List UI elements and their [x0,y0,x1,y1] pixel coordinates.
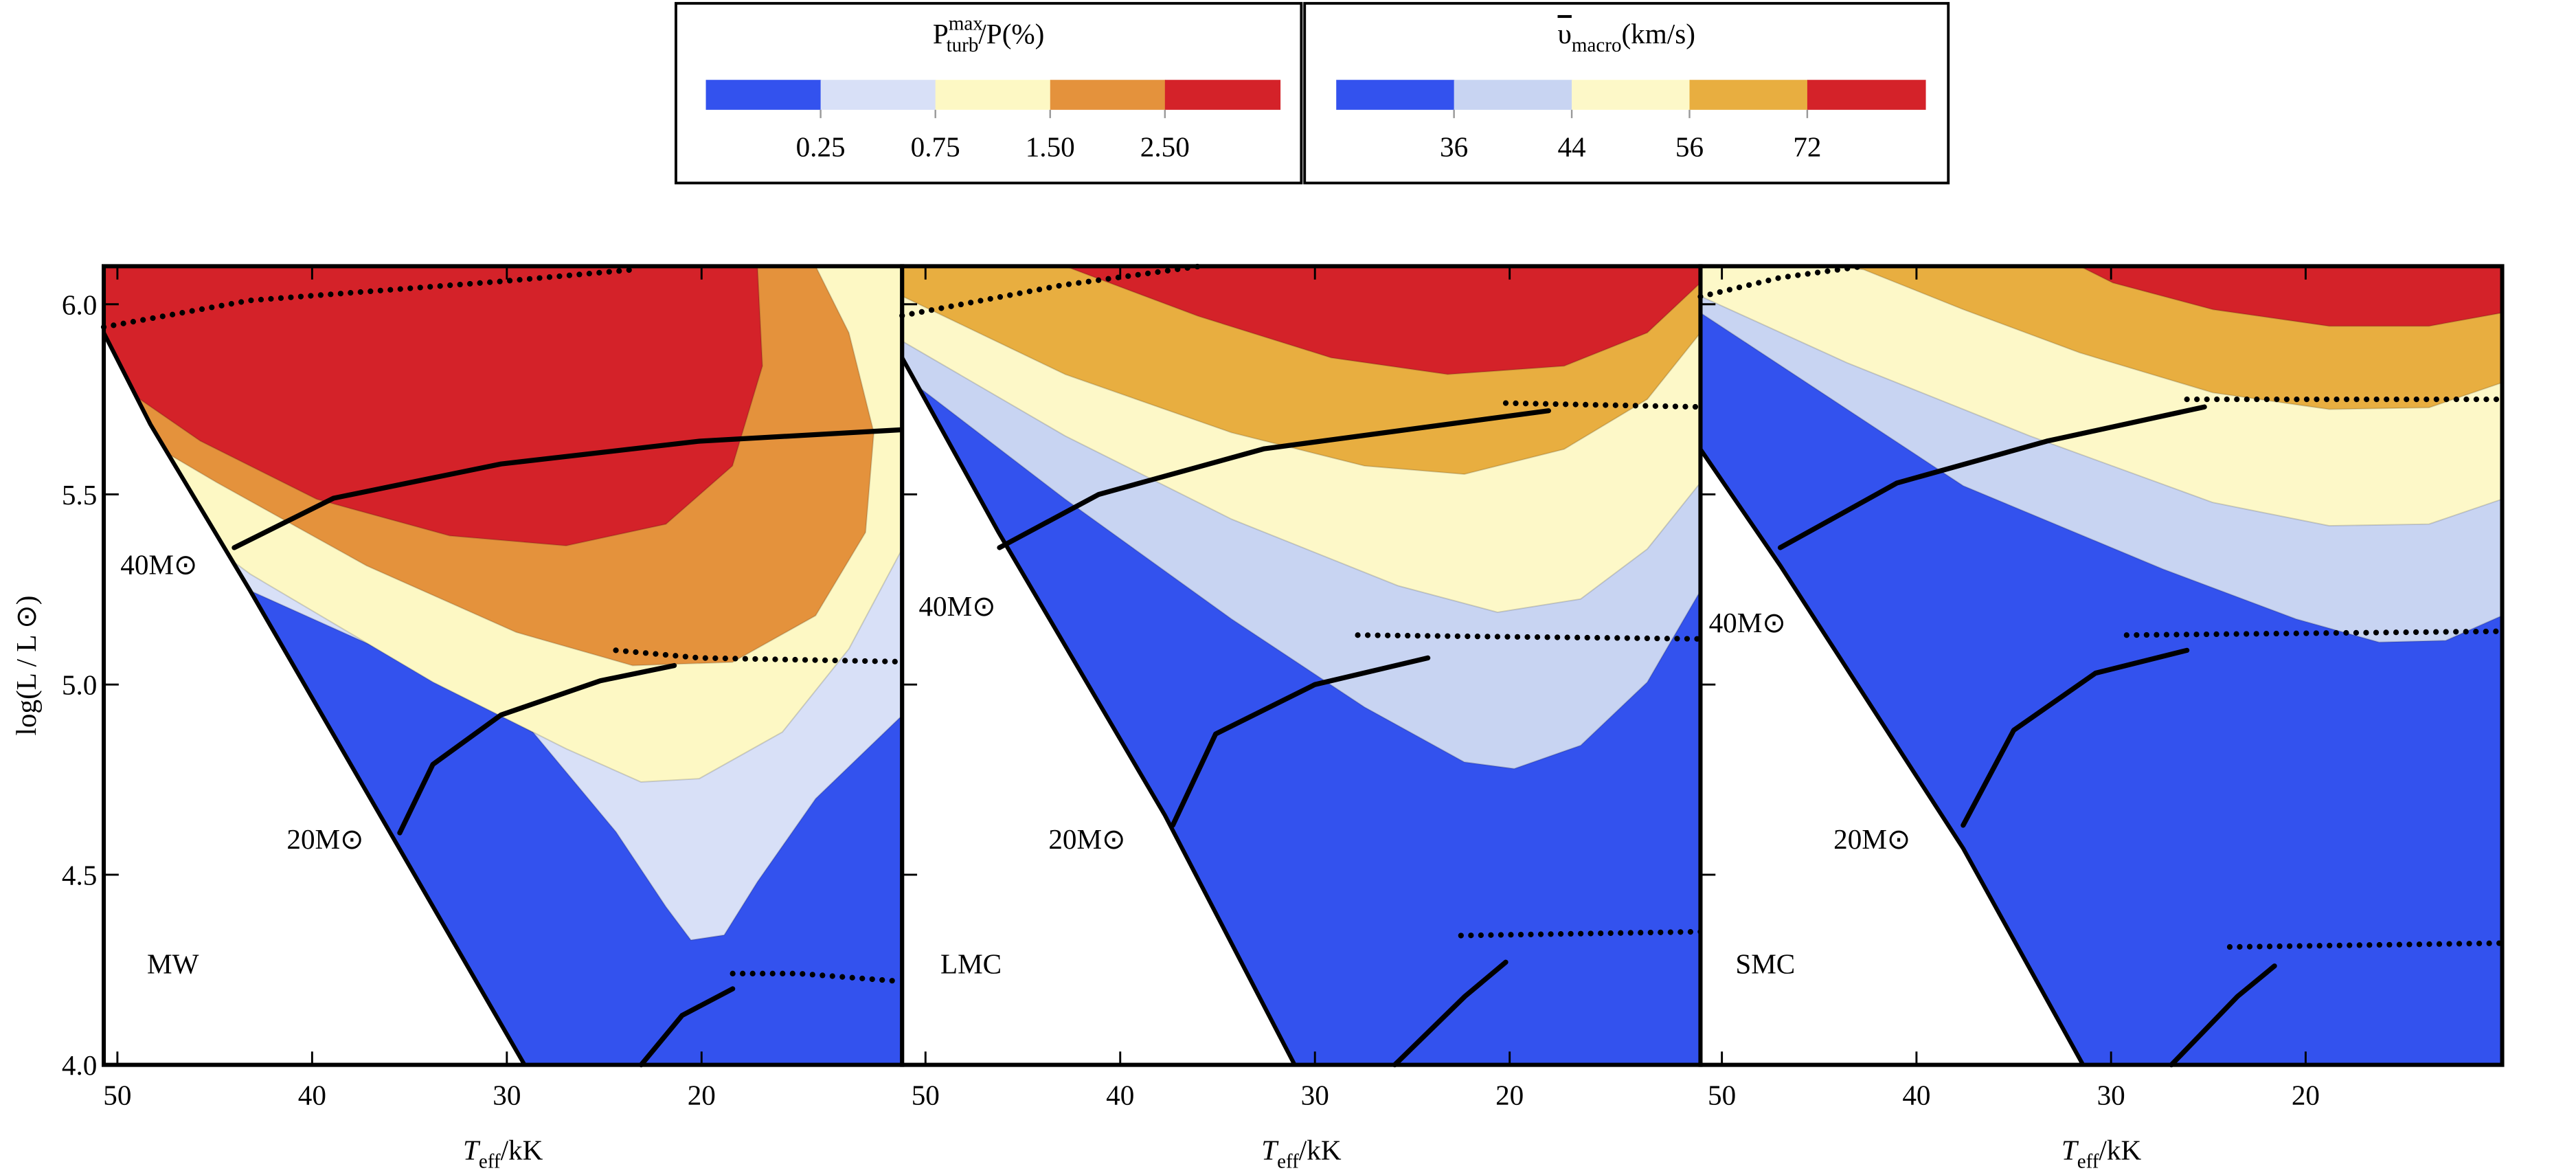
y-tick-label: 5.0 [62,669,97,701]
x-tick-label: 20 [688,1080,716,1111]
colorbar-swatch [1164,80,1281,110]
colorbar-tick-label: 0.75 [911,131,960,163]
annotation: SMC [1735,948,1795,979]
axis-label: Pmax turb/P(%) [933,13,1044,56]
zams-region [104,333,525,1065]
evolution-track [638,986,736,1068]
annotation: MW [147,948,199,979]
x-tick-label: 20 [1495,1080,1524,1111]
y-tick-label: 4.5 [62,859,97,891]
x-tick-label: 30 [493,1080,521,1111]
colorbar-swatch [1454,80,1573,110]
axis-label: Teff/kK [1261,1135,1342,1173]
evolution-track [1458,928,1704,939]
contour-band [103,265,763,547]
zams-line [1698,448,2086,1066]
label-rest: /kK [1299,1135,1342,1166]
y-tick-label: 6.0 [62,289,97,320]
evolution-track [1697,263,1867,300]
colorbar-swatch [1050,80,1166,110]
axis-label: υmacro(km/s) [1558,18,1695,56]
colorbar-swatch [1336,80,1455,110]
evolution-track [1777,404,2207,550]
label-main: T [2061,1135,2079,1166]
label-sub: turb [947,34,979,56]
evolution-track [1392,959,1509,1068]
colorbar-tick-label: 56 [1675,131,1704,163]
label-main: υ [1558,18,1572,49]
colorbar-swatch [1807,80,1926,110]
colorbar-swatch [935,80,1051,110]
annotation: 40M⊙ [918,590,995,622]
label-main: P [933,18,949,49]
evolution-track [1961,647,2190,828]
zams-region [1700,449,2083,1065]
label-main: T [1261,1135,1279,1166]
label-main: T [463,1135,481,1166]
x-tick-label: 40 [1902,1080,1930,1111]
axis-label: Teff/kK [463,1135,543,1173]
annotation: 20M⊙ [1833,823,1910,855]
evolution-track [231,427,905,550]
x-tick-label: 40 [298,1080,326,1111]
evolution-track [1502,400,1704,410]
x-tick-label: 50 [1708,1080,1736,1111]
x-tick-label: 20 [2292,1080,2320,1111]
annotation: 40M⊙ [120,548,197,580]
evolution-track [1355,632,1704,642]
colorbar-tick-label: 44 [1557,131,1585,163]
x-tick-label: 50 [103,1080,131,1111]
x-tick-label: 30 [2097,1080,2125,1111]
evolution-track [2169,963,2277,1068]
zams-region [902,357,1295,1065]
x-tick-label: 50 [912,1080,940,1111]
label-sub: eff [2077,1151,2099,1173]
zams-line [900,357,1297,1066]
colorbar-tick-label: 2.50 [1140,131,1190,163]
evolution-track [997,408,1552,550]
annotation: 20M⊙ [286,823,363,855]
colorbar-frame [675,1,1303,185]
y-tick-label: 4.0 [62,1049,97,1081]
colorbar-tick-label: 36 [1440,131,1468,163]
colorbar-tick-label: 72 [1793,131,1821,163]
evolution-track [613,647,905,665]
annotation: 40M⊙ [1709,607,1786,638]
y-axis-label: log(L / L ⊙) [10,596,43,736]
label-rest: /kK [2099,1135,2141,1166]
y-tick-label: 5.5 [62,479,97,511]
colorbar-tick-label: 0.25 [796,131,846,163]
colorbar-tick-label: 1.50 [1026,131,1075,163]
annotation: LMC [940,948,1002,979]
label-rest: /P(%) [978,18,1044,50]
evolution-track [2123,628,2505,638]
x-tick-label: 30 [1301,1080,1329,1111]
label-rest: /kK [501,1135,543,1166]
zams-line [102,331,527,1066]
label-sub: eff [1277,1151,1299,1173]
evolution-track [1170,655,1431,828]
label-sup: max [949,13,983,35]
x-tick-label: 40 [1106,1080,1134,1111]
axis-label: Teff/kK [2061,1135,2142,1173]
colorbar-swatch [820,80,936,110]
label-sub: eff [479,1151,501,1173]
label-rest: (km/s) [1621,18,1695,50]
evolution-track [730,970,901,984]
panel-frame [1698,264,2505,1067]
annotation: 20M⊙ [1048,823,1125,855]
colorbar-swatch [1572,80,1691,110]
evolution-track [397,662,677,836]
colorbar-swatch [1689,80,1809,110]
label-sub: macro [1572,34,1622,56]
colorbar-frame [1303,1,1950,185]
colorbar-swatch [705,80,822,110]
evolution-track [2226,940,2505,950]
